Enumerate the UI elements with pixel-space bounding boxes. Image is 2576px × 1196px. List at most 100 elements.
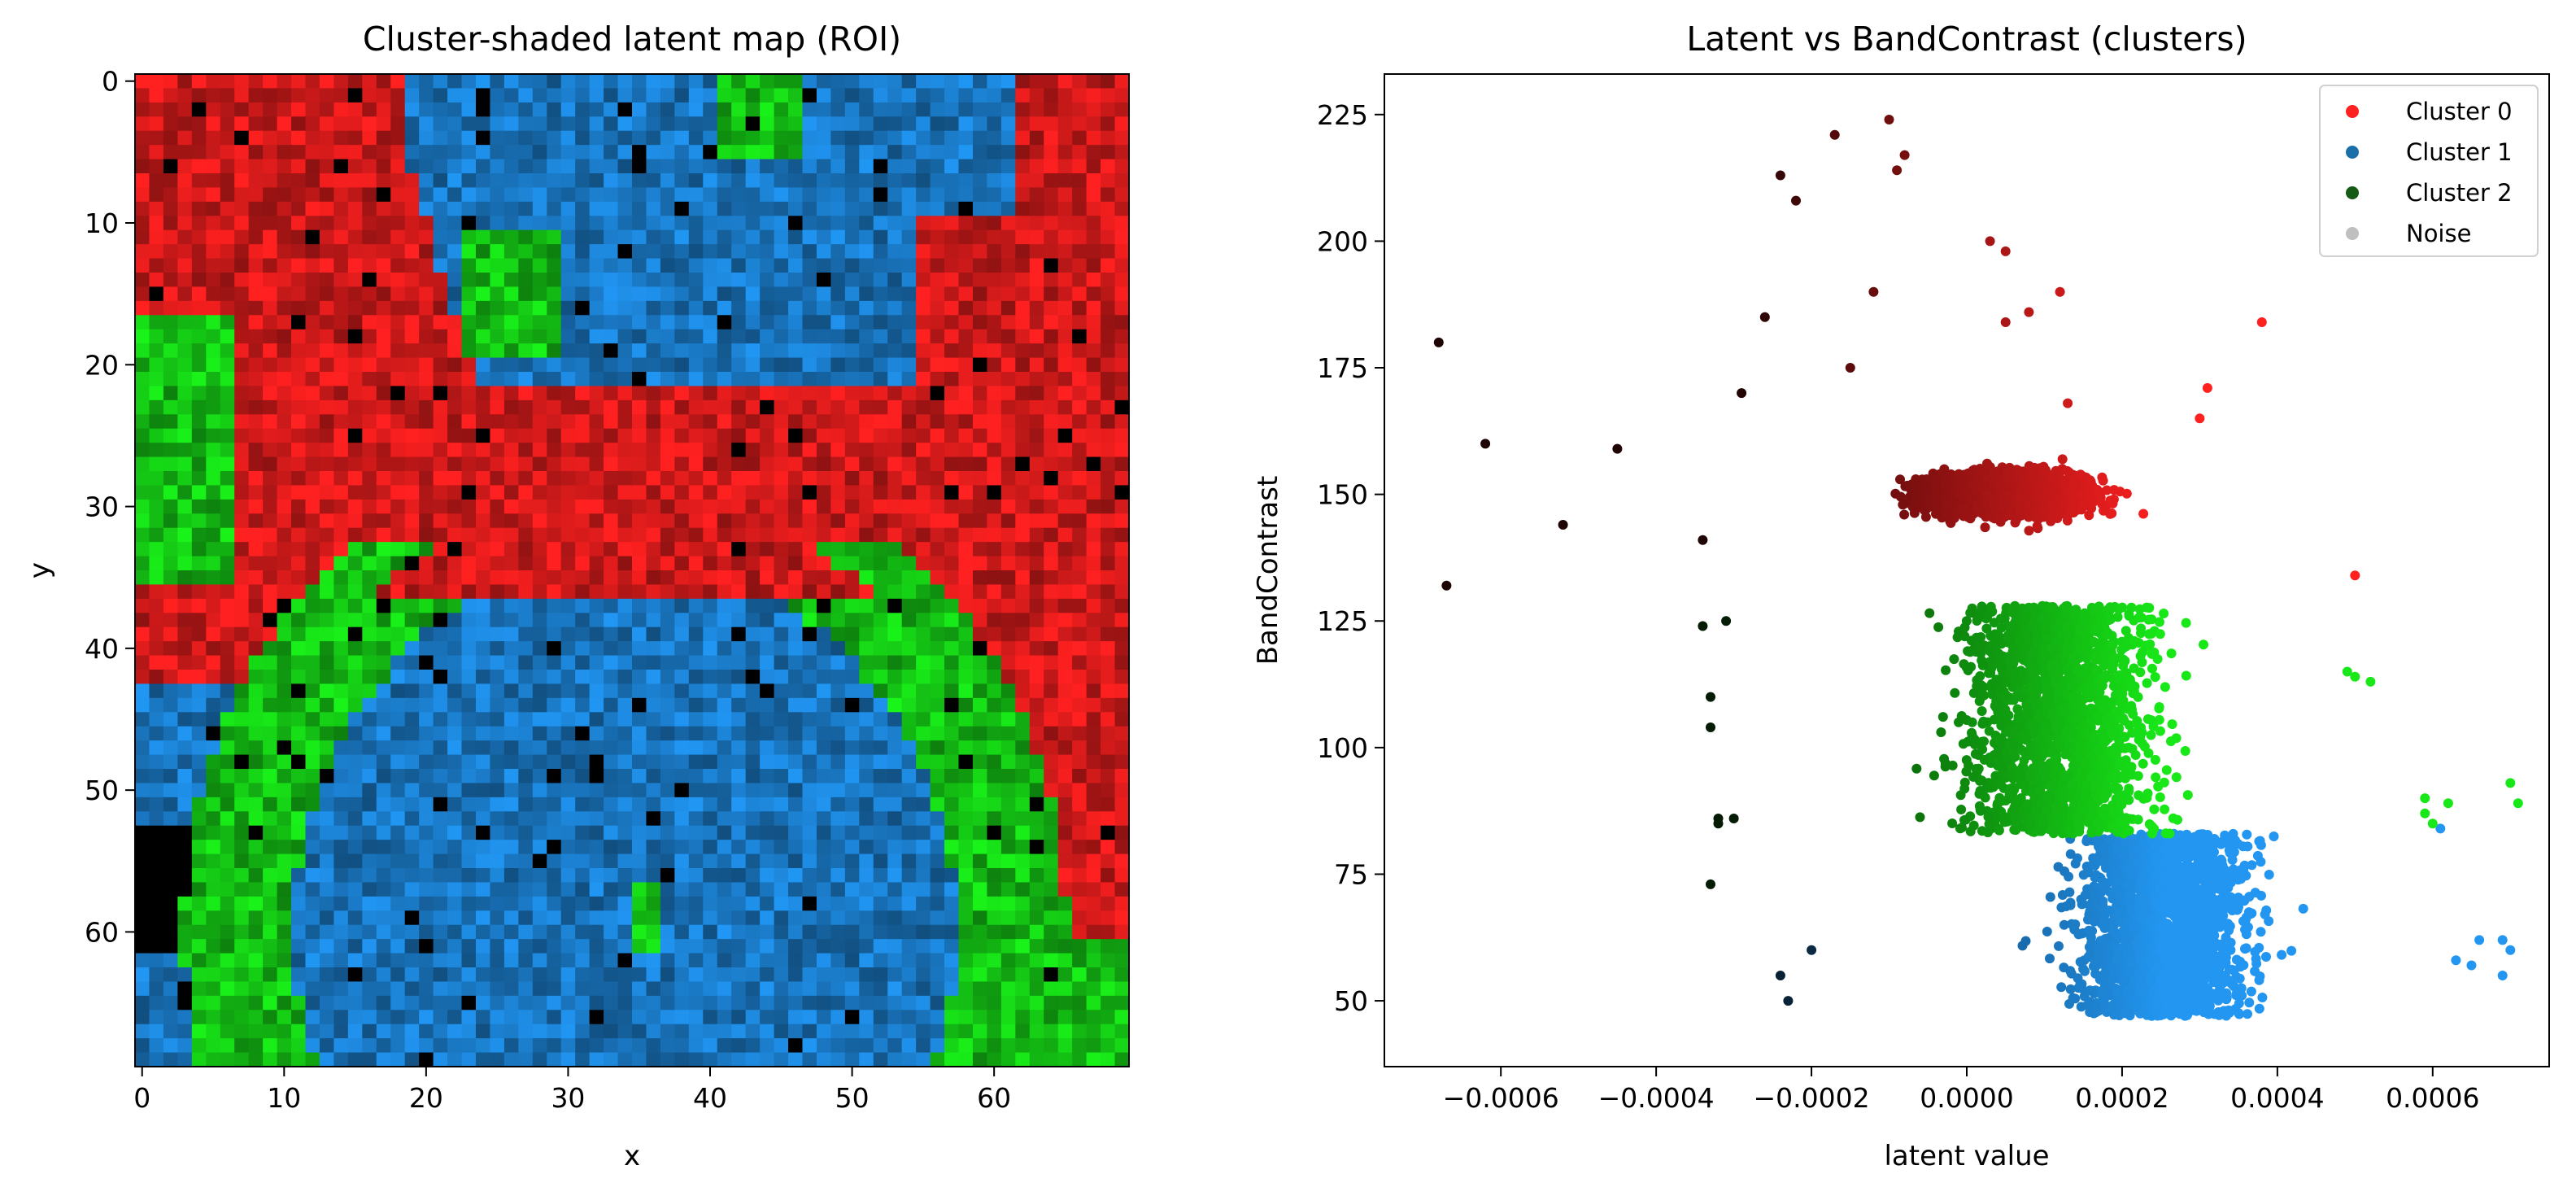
heatmap-cell bbox=[475, 626, 491, 642]
heatmap-cell bbox=[1029, 88, 1044, 103]
heatmap-cell bbox=[646, 598, 661, 613]
heatmap-cell bbox=[206, 414, 221, 430]
heatmap-cell bbox=[135, 216, 150, 231]
heatmap-cell bbox=[305, 613, 320, 628]
heatmap-cell bbox=[688, 924, 704, 940]
heatmap-cell bbox=[859, 499, 874, 514]
heatmap-cell bbox=[560, 74, 576, 89]
heatmap-cell bbox=[475, 882, 491, 897]
heatmap-cell bbox=[774, 896, 789, 911]
heatmap-cell bbox=[1114, 315, 1130, 330]
heatmap-cell bbox=[1029, 598, 1044, 613]
heatmap-cell bbox=[376, 570, 391, 586]
heatmap-cell bbox=[745, 357, 761, 373]
heatmap-cell bbox=[830, 882, 846, 897]
heatmap-cell bbox=[347, 74, 363, 89]
heatmap-cell bbox=[944, 414, 960, 430]
heatmap-cell bbox=[135, 542, 150, 557]
heatmap-cell bbox=[703, 229, 718, 245]
heatmap-cell bbox=[1114, 981, 1130, 997]
heatmap-cell bbox=[646, 1038, 661, 1054]
heatmap-cell bbox=[859, 399, 874, 415]
heatmap-cell bbox=[944, 527, 960, 543]
heatmap-cell bbox=[234, 797, 250, 812]
heatmap-cell bbox=[319, 201, 334, 216]
heatmap-cell bbox=[1086, 201, 1101, 216]
heatmap-cell bbox=[560, 683, 576, 699]
heatmap-cell bbox=[1072, 769, 1087, 784]
heatmap-cell bbox=[660, 1052, 675, 1067]
heatmap-cell bbox=[760, 896, 775, 911]
heatmap-cell bbox=[1072, 74, 1087, 89]
heatmap-cell bbox=[774, 527, 789, 543]
heatmap-cell bbox=[745, 556, 761, 571]
heatmap-cell bbox=[419, 697, 434, 713]
heatmap-cell bbox=[220, 527, 235, 543]
heatmap-cell bbox=[901, 329, 917, 344]
heatmap-cell bbox=[333, 315, 349, 330]
heatmap-cell bbox=[1072, 1024, 1087, 1039]
heatmap-cell bbox=[916, 102, 931, 117]
heatmap-cell bbox=[547, 825, 562, 840]
heatmap-cell bbox=[206, 924, 221, 940]
heatmap-cell bbox=[390, 740, 406, 756]
heatmap-frame bbox=[134, 73, 1130, 1067]
heatmap-cell bbox=[617, 300, 633, 316]
heatmap-cell bbox=[604, 428, 619, 443]
heatmap-cell bbox=[547, 967, 562, 983]
heatmap-cell bbox=[461, 159, 477, 174]
heatmap-cell bbox=[1057, 386, 1073, 401]
heatmap-cell bbox=[135, 598, 150, 613]
heatmap-cell bbox=[191, 329, 207, 344]
heatmap-cell bbox=[575, 414, 591, 430]
heatmap-cell bbox=[220, 853, 235, 869]
heatmap-cell bbox=[135, 769, 150, 784]
heatmap-cell bbox=[745, 414, 761, 430]
heatmap-cell bbox=[419, 513, 434, 529]
heatmap-cell bbox=[163, 216, 178, 231]
heatmap-cell bbox=[206, 995, 221, 1010]
heatmap-cell bbox=[887, 981, 903, 997]
heatmap-cell bbox=[717, 343, 732, 359]
heatmap-cell bbox=[1000, 939, 1016, 954]
heatmap-cell bbox=[802, 443, 817, 458]
heatmap-cell bbox=[972, 201, 988, 216]
heatmap-cell bbox=[930, 286, 945, 302]
heatmap-cell bbox=[873, 769, 888, 784]
heatmap-cell bbox=[177, 924, 193, 940]
heatmap-cell bbox=[291, 598, 307, 613]
heatmap-cell bbox=[930, 130, 945, 146]
heatmap-cell bbox=[461, 868, 477, 884]
heatmap-cell bbox=[944, 485, 960, 500]
heatmap-cell bbox=[760, 868, 775, 884]
heatmap-cell bbox=[617, 626, 633, 642]
heatmap-cell bbox=[688, 273, 704, 288]
heatmap-cell bbox=[503, 343, 519, 359]
heatmap-cell bbox=[447, 187, 463, 203]
heatmap-cell bbox=[547, 754, 562, 770]
heatmap-cell bbox=[632, 201, 647, 216]
heatmap-cell bbox=[575, 697, 591, 713]
heatmap-cell bbox=[632, 386, 647, 401]
heatmap-cell bbox=[376, 414, 391, 430]
heatmap-cell bbox=[461, 740, 477, 756]
heatmap-cell bbox=[277, 74, 292, 89]
heatmap-cell bbox=[617, 499, 633, 514]
heatmap-cell bbox=[802, 740, 817, 756]
heatmap-cell bbox=[490, 797, 505, 812]
heatmap-cell bbox=[717, 1010, 732, 1025]
heatmap-cell bbox=[688, 1024, 704, 1039]
heatmap-cell bbox=[547, 910, 562, 926]
heatmap-cell bbox=[333, 386, 349, 401]
heatmap-cell bbox=[859, 244, 874, 260]
heatmap-cell bbox=[404, 414, 420, 430]
heatmap-cell bbox=[1114, 244, 1130, 260]
heatmap-cell bbox=[277, 130, 292, 146]
heatmap-cell bbox=[887, 443, 903, 458]
heatmap-cell bbox=[1000, 967, 1016, 983]
heatmap-cell bbox=[503, 882, 519, 897]
heatmap-cell bbox=[987, 443, 1002, 458]
heatmap-cell bbox=[717, 697, 732, 713]
heatmap-cell bbox=[844, 130, 860, 146]
heatmap-cell bbox=[617, 683, 633, 699]
